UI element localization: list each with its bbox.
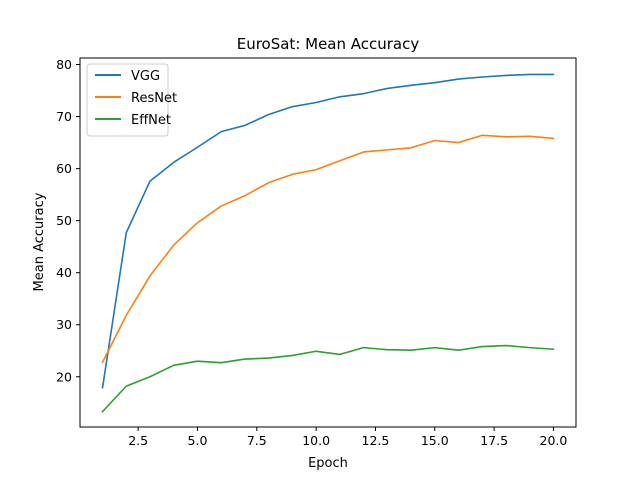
x-tick-label: 15.0 <box>421 433 449 448</box>
plot-lines <box>101 73 555 413</box>
y-tick-label: 20 <box>56 369 72 384</box>
y-tick-label: 70 <box>56 109 72 124</box>
x-tick-label: 10.0 <box>302 433 330 448</box>
y-tick-label: 40 <box>56 265 72 280</box>
x-axis-label: Epoch <box>308 456 348 471</box>
legend-label-effnet: EffNet <box>131 113 171 128</box>
series-line-resnet <box>101 134 555 364</box>
y-axis-ticks: 20 30 40 50 60 70 80 <box>56 57 80 384</box>
y-tick-label: 80 <box>56 57 72 72</box>
x-tick-label: 5.0 <box>188 433 208 448</box>
x-tick-label: 12.5 <box>362 433 390 448</box>
series-line-vgg <box>101 73 555 389</box>
x-tick-label: 7.5 <box>247 433 267 448</box>
y-tick-label: 30 <box>56 317 72 332</box>
chart-title: EuroSat: Mean Accuracy <box>237 35 420 53</box>
y-axis-label: Mean Accuracy <box>32 192 47 291</box>
legend-label-resnet: ResNet <box>131 91 177 106</box>
x-tick-label: 2.5 <box>128 433 148 448</box>
series-line-effnet <box>101 344 555 413</box>
x-tick-label: 20.0 <box>540 433 568 448</box>
legend: VGG ResNet EffNet <box>86 63 177 137</box>
x-tick-label: 17.5 <box>480 433 508 448</box>
legend-label-vgg: VGG <box>131 69 160 84</box>
x-axis-ticks: 2.5 5.0 7.5 10.0 12.5 15.0 17.5 20.0 <box>128 427 567 448</box>
y-tick-label: 50 <box>56 213 72 228</box>
plot-frame <box>79 57 577 428</box>
y-tick-label: 60 <box>56 161 72 176</box>
